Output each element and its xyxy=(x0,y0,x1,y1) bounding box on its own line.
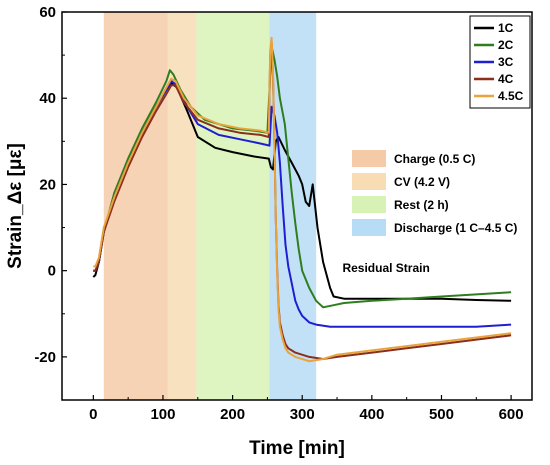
phase-legend-swatch-1 xyxy=(352,173,386,190)
series-legend-label-4: 4.5C xyxy=(498,89,524,103)
phase-band-0 xyxy=(103,12,168,400)
y-tick-label: 20 xyxy=(39,176,56,193)
phase-legend: Charge (0.5 C) CV (4.2 V) Rest (2 h) Discha… xyxy=(352,150,517,236)
annotation-residual-strain: Residual Strain xyxy=(342,261,429,275)
y-tick-label: 40 xyxy=(39,90,56,107)
phase-band-2 xyxy=(196,12,270,400)
phase-legend-swatch-0 xyxy=(352,150,386,167)
series-legend-label-2: 3C xyxy=(498,55,514,69)
x-tick-label: 0 xyxy=(89,406,97,423)
phase-legend-label-1: CV (4.2 V) xyxy=(394,175,450,189)
plot-frame xyxy=(61,11,533,401)
series-legend-label-1: 2C xyxy=(498,38,514,52)
series-legend-label-3: 4C xyxy=(498,72,514,86)
x-axis-title: Time [min] xyxy=(249,438,345,459)
phase-band-1 xyxy=(167,12,197,400)
x-tick-label: 600 xyxy=(499,406,524,423)
phase-legend-label-0: Charge (0.5 C) xyxy=(394,152,475,166)
y-axis-title: Strain_Δε [με] xyxy=(5,143,26,269)
phase-legend-swatch-3 xyxy=(352,219,386,236)
x-tick-label: 500 xyxy=(429,406,454,423)
y-tick-label: 0 xyxy=(48,263,56,280)
y-tick-label: -20 xyxy=(34,349,56,366)
x-tick-label: 100 xyxy=(150,406,175,423)
data-series xyxy=(92,36,512,363)
series-legend-label-0: 1C xyxy=(498,21,514,35)
series-line-4_5C xyxy=(93,36,512,363)
phase-legend-label-2: Rest (2 h) xyxy=(394,198,449,212)
phase-legend-label-3: Discharge (1 C–4.5 C) xyxy=(394,221,517,235)
x-tick-label: 200 xyxy=(220,406,245,423)
y-tick-label: 60 xyxy=(39,4,56,21)
x-tick-label: 300 xyxy=(290,406,315,423)
phase-bands xyxy=(103,12,317,400)
series-legend: 1C 2C 3C 4C 4.5C xyxy=(469,15,531,109)
axis-ticks: 0 100 200 300 400 500 600 -20 0 20 40 60 xyxy=(34,4,523,423)
phase-legend-swatch-2 xyxy=(352,196,386,213)
x-tick-label: 400 xyxy=(359,406,384,423)
series-line-2C xyxy=(93,45,512,309)
